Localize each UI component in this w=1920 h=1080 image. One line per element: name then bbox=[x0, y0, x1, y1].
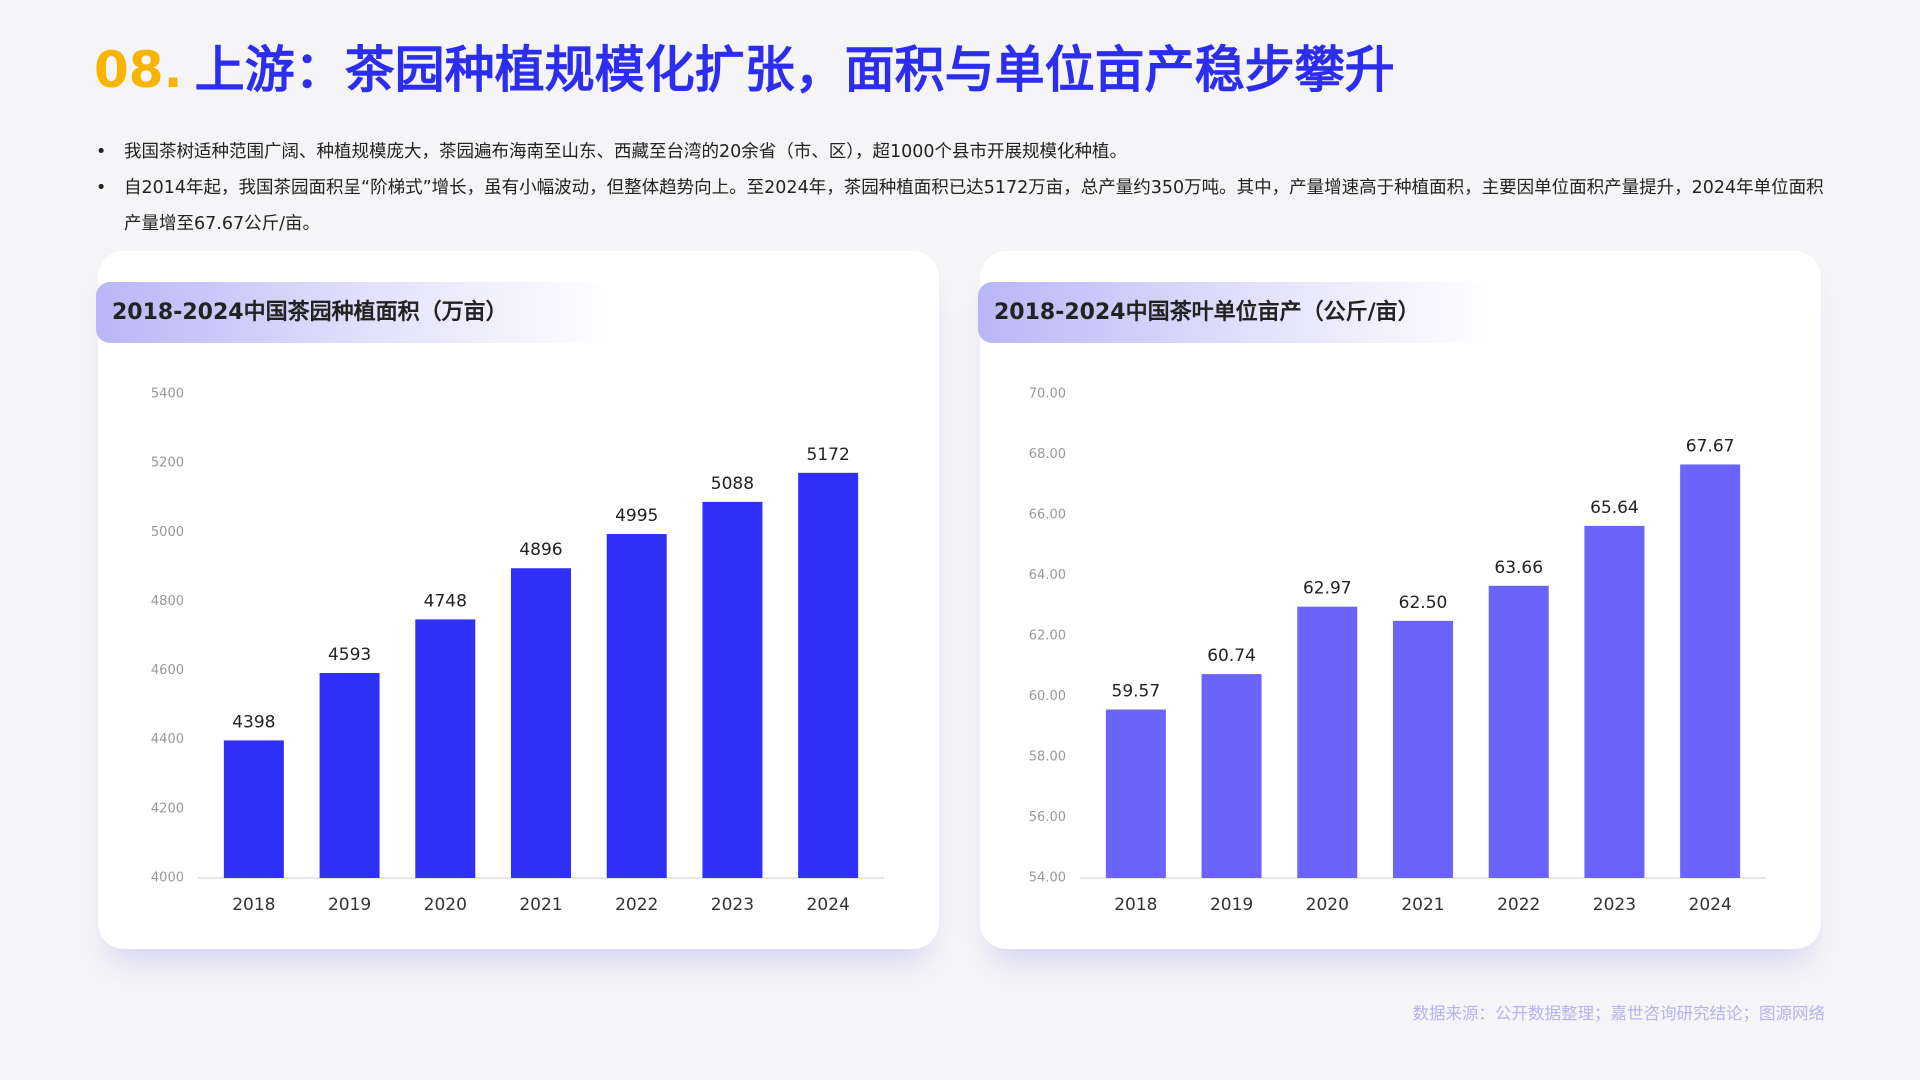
bar bbox=[1297, 606, 1358, 878]
y-tick-label: 62.00 bbox=[1029, 629, 1066, 644]
value-label: 4748 bbox=[424, 591, 467, 611]
y-tick-label: 4600 bbox=[151, 663, 184, 678]
x-tick-label: 2019 bbox=[328, 895, 371, 915]
value-label: 60.74 bbox=[1207, 646, 1256, 666]
value-label: 59.57 bbox=[1112, 682, 1161, 702]
chart-card: 2018-2024中国茶园种植面积（万亩） 4000 4200 4400 4600 48… bbox=[96, 251, 939, 949]
y-tick-label: 5000 bbox=[151, 525, 184, 540]
x-tick-label: 2021 bbox=[1401, 895, 1444, 915]
value-label: 4995 bbox=[615, 506, 658, 526]
chart: 54.00 56.00 58.00 60.00 62.00 64.00 66.00 68.00… bbox=[1029, 387, 1766, 915]
y-tick-label: 54.00 bbox=[1029, 871, 1066, 886]
value-label: 65.64 bbox=[1590, 498, 1639, 518]
bar bbox=[511, 568, 571, 878]
bar bbox=[702, 501, 763, 878]
chart: 4000 4200 4400 4600 4800 5000 5200 5400 2018 4398… bbox=[151, 387, 884, 915]
y-tick-label: 68.00 bbox=[1029, 447, 1066, 462]
slide-title: 08. 上游：茶园种植规模化扩张，面积与单位亩产稳步攀升 bbox=[94, 30, 1395, 102]
x-tick-label: 2023 bbox=[1593, 895, 1636, 915]
y-tick-label: 4000 bbox=[151, 871, 184, 886]
y-tick-label: 4200 bbox=[151, 801, 184, 816]
y-tick-label: 4400 bbox=[151, 732, 184, 747]
y-tick-label: 64.00 bbox=[1029, 568, 1066, 583]
value-label: 5172 bbox=[807, 445, 850, 465]
title-text: 上游：茶园种植规模化扩张，面积与单位亩产稳步攀升 bbox=[194, 41, 1395, 99]
bar bbox=[798, 472, 859, 878]
value-label: 5088 bbox=[711, 474, 754, 494]
bullet-list: 我国茶树适种范围广阔、种植规模庞大，茶园遍布海南至山东、西藏至台湾的20余省（市… bbox=[96, 134, 1836, 242]
y-tick-label: 5200 bbox=[151, 456, 184, 471]
chart-title: 2018-2024中国茶叶单位亩产（公斤/亩） bbox=[978, 282, 1498, 343]
y-tick-label: 4800 bbox=[151, 594, 184, 609]
x-tick-label: 2024 bbox=[1689, 895, 1732, 915]
source-note: 数据来源：公开数据整理；嘉世咨询研究结论；图源网络 bbox=[1412, 1004, 1826, 1023]
bar bbox=[1488, 585, 1549, 878]
y-tick-label: 70.00 bbox=[1029, 387, 1066, 402]
x-tick-label: 2018 bbox=[232, 895, 275, 915]
bar bbox=[415, 619, 476, 878]
title-number: 08. bbox=[94, 41, 183, 99]
value-label: 4896 bbox=[519, 540, 562, 560]
y-tick-label: 56.00 bbox=[1029, 810, 1066, 825]
bar bbox=[606, 534, 667, 878]
x-tick-label: 2022 bbox=[615, 895, 658, 915]
value-label: 4593 bbox=[328, 645, 371, 665]
y-tick-label: 66.00 bbox=[1029, 508, 1066, 523]
bar bbox=[1680, 464, 1741, 878]
x-tick-label: 2018 bbox=[1114, 895, 1157, 915]
bar bbox=[1393, 620, 1453, 878]
y-tick-label: 60.00 bbox=[1029, 689, 1066, 704]
value-label: 4398 bbox=[232, 712, 275, 732]
value-label: 62.50 bbox=[1399, 593, 1448, 613]
bar bbox=[223, 740, 284, 878]
x-tick-label: 2022 bbox=[1497, 895, 1540, 915]
value-label: 62.97 bbox=[1303, 579, 1352, 599]
chart-card: 2018-2024中国茶叶单位亩产（公斤/亩） 54.00 56.00 58.00 6… bbox=[978, 251, 1821, 949]
value-label: 67.67 bbox=[1686, 436, 1735, 456]
bar bbox=[1201, 674, 1262, 878]
bullet: 我国茶树适种范围广阔、种植规模庞大，茶园遍布海南至山东、西藏至台湾的20余省（市… bbox=[96, 134, 1836, 170]
bar bbox=[1584, 525, 1645, 878]
x-tick-label: 2020 bbox=[424, 895, 467, 915]
x-tick-label: 2020 bbox=[1306, 895, 1349, 915]
chart-title: 2018-2024中国茶园种植面积（万亩） bbox=[96, 282, 616, 343]
bar bbox=[319, 672, 380, 878]
x-tick-label: 2023 bbox=[711, 895, 754, 915]
value-label: 63.66 bbox=[1494, 558, 1543, 578]
y-tick-label: 5400 bbox=[151, 387, 184, 402]
bar bbox=[1105, 709, 1166, 878]
bullet: 自2014年起，我国茶园面积呈“阶梯式”增长，虽有小幅波动，但整体趋势向上。至2… bbox=[96, 170, 1836, 242]
x-tick-label: 2021 bbox=[519, 895, 562, 915]
y-tick-label: 58.00 bbox=[1029, 750, 1066, 765]
x-tick-label: 2024 bbox=[807, 895, 850, 915]
x-tick-label: 2019 bbox=[1210, 895, 1253, 915]
